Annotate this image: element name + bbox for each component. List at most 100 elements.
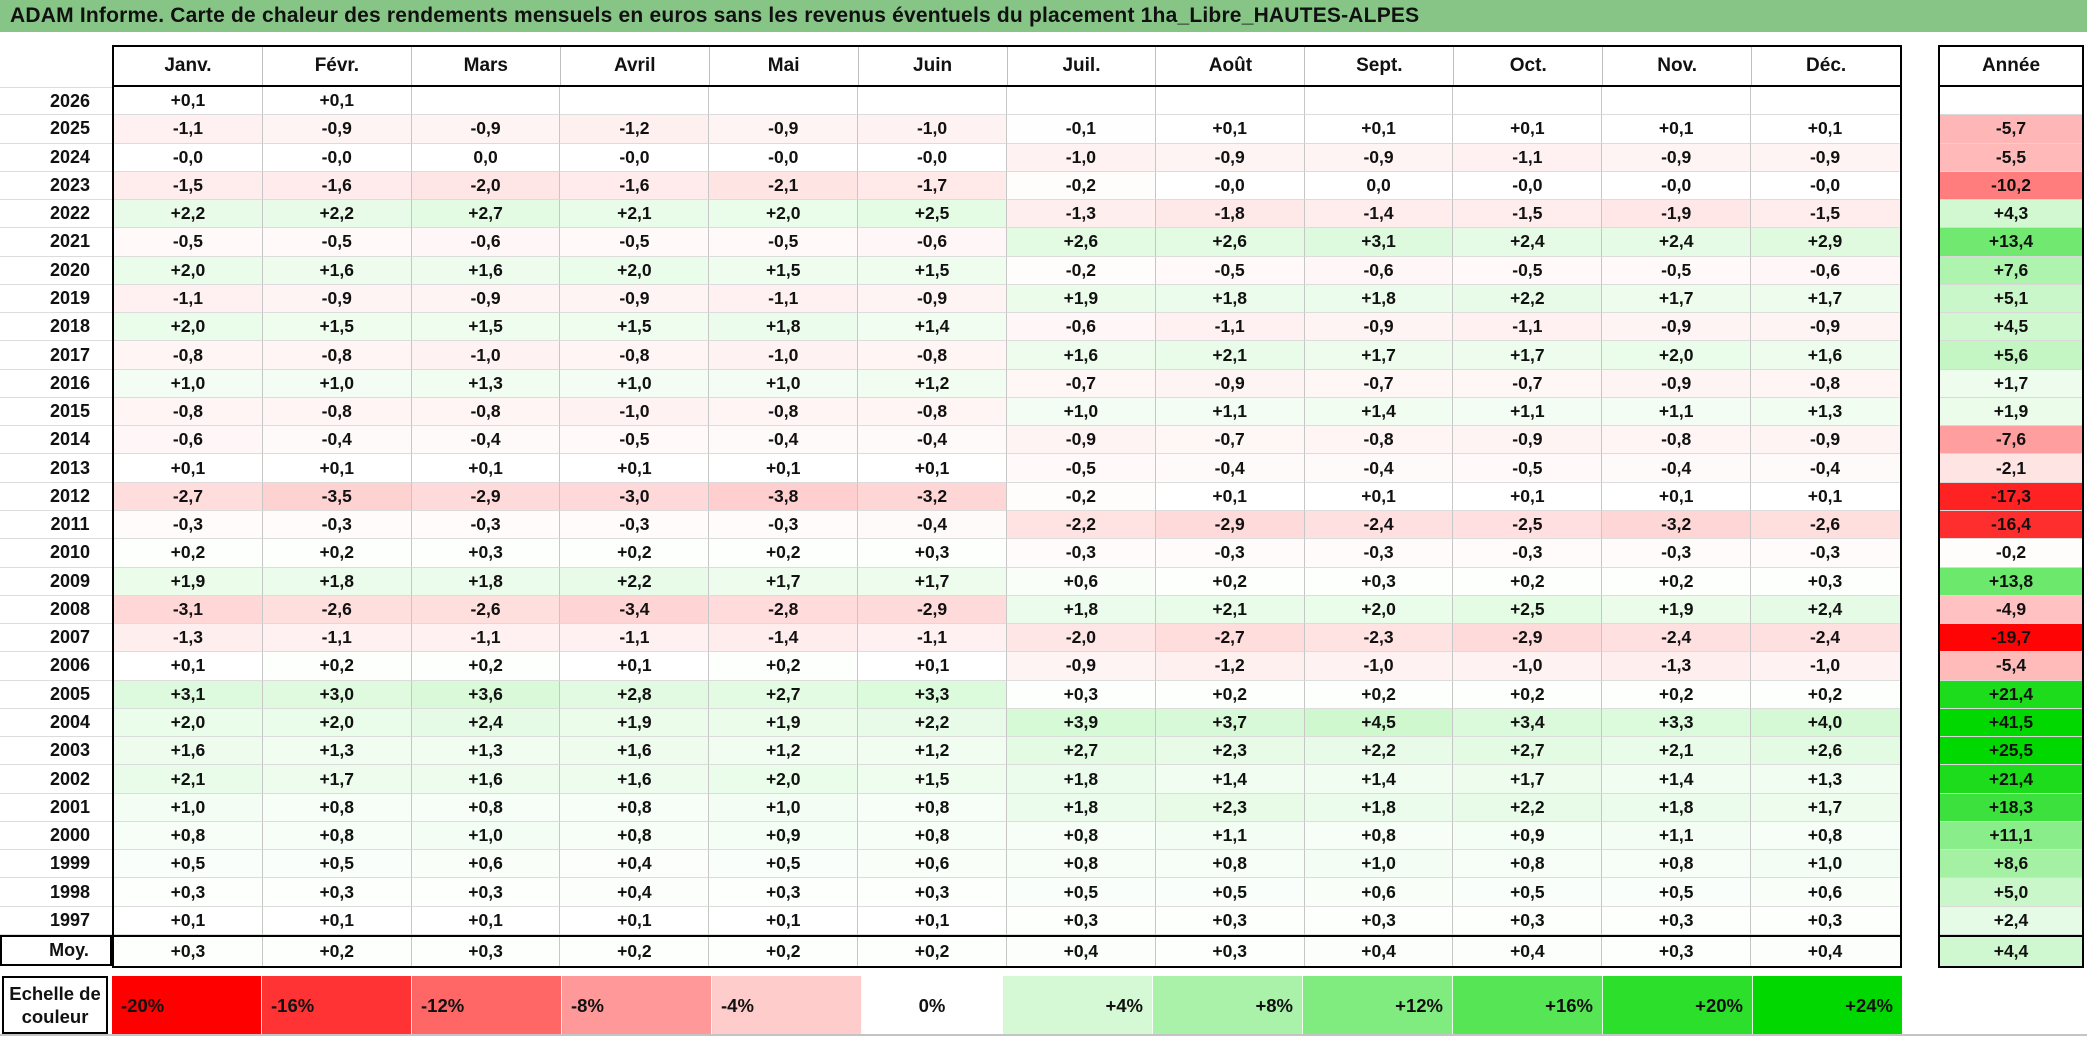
color-scale-stop: +24% <box>1753 976 1902 1036</box>
month-cell: -0,3 <box>114 510 263 540</box>
year-label: 2020 <box>0 257 112 285</box>
year-label: 2015 <box>0 398 112 427</box>
month-cell: +1,5 <box>709 256 859 285</box>
month-cell: -0,3 <box>709 510 859 540</box>
month-cell: +1,6 <box>411 765 561 794</box>
month-cell: +0,2 <box>1304 680 1454 709</box>
month-cell: +1,0 <box>1751 850 1900 879</box>
month-cell: +0,3 <box>858 878 1007 907</box>
color-scale-stop: -16% <box>262 976 412 1036</box>
year-label: 2014 <box>0 426 112 455</box>
annual-column: Année -5,7 -5,5 -10,2 +4,3 +13,4 +7,6 +5,1 +4,5… <box>1938 45 2084 968</box>
table-row: +3,1 +3,0 +3,6 +2,8 +2,7 +3,3 +0,3 +0,2 +0,2 +0,2… <box>114 680 1900 709</box>
month-cell: +0,8 <box>1006 821 1156 851</box>
month-cell: +2,2 <box>1453 793 1603 822</box>
month-cell <box>1602 87 1752 116</box>
month-cell: +0,2 <box>1453 680 1603 709</box>
month-cell: +1,6 <box>411 256 561 285</box>
year-label: 2011 <box>0 511 112 540</box>
month-cell: +0,1 <box>1453 482 1603 511</box>
table-row: +1,6 +1,3 +1,3 +1,6 +1,2 +1,2 +2,7 +2,3 +2,2 +2,7… <box>114 737 1900 766</box>
month-cell: +0,1 <box>560 454 710 483</box>
month-cell: +1,6 <box>560 737 710 766</box>
month-cell: +4,0 <box>1751 708 1900 738</box>
average-month-cell: +0,2 <box>709 936 859 966</box>
month-cell: -0,3 <box>1304 539 1454 568</box>
year-label: 2025 <box>0 115 112 144</box>
month-header: Févr. <box>263 47 412 85</box>
color-scale-stop: 0% <box>862 976 1003 1036</box>
color-scale: -20% -16% -12% -8% -4% 0% +4% +8% +12% +16% +20% +2… <box>112 976 1902 1036</box>
month-cell: -0,0 <box>1602 171 1752 201</box>
month-cell: +1,5 <box>858 765 1007 794</box>
table-row: -0,8 -0,8 -1,0 -0,8 -1,0 -0,8 +1,6 +2,1 +1,7 +1,7… <box>114 341 1900 370</box>
month-cell: +0,1 <box>709 454 859 483</box>
year-label: 2005 <box>0 681 112 709</box>
month-cell: -0,0 <box>1453 171 1603 201</box>
month-cell: -2,9 <box>1155 510 1305 540</box>
month-cell: -0,6 <box>858 228 1007 257</box>
month-cell: -0,9 <box>411 115 561 144</box>
month-cell: +1,6 <box>560 765 710 794</box>
year-label: 2019 <box>0 285 112 314</box>
annual-header: Année <box>1940 47 2082 87</box>
month-cell: +1,0 <box>114 793 263 822</box>
month-cell: +1,1 <box>1602 397 1752 427</box>
month-cell: -1,0 <box>1453 652 1603 681</box>
month-cell: +0,1 <box>1304 482 1454 511</box>
month-cell: +1,7 <box>1751 793 1900 822</box>
month-cell: -1,1 <box>858 624 1007 653</box>
month-cell: +0,1 <box>1602 482 1752 511</box>
average-month-cell: +0,4 <box>1006 936 1156 966</box>
month-cell: +1,3 <box>1751 397 1900 427</box>
month-cell: +0,3 <box>1155 906 1305 935</box>
month-cell: +1,5 <box>411 313 561 342</box>
month-cell: +2,1 <box>560 200 710 229</box>
month-cell: +0,1 <box>1453 115 1603 144</box>
month-cell: +2,4 <box>1453 228 1603 257</box>
month-cell: +0,1 <box>560 652 710 681</box>
month-cell: +1,8 <box>1304 793 1454 822</box>
month-cell: +2,0 <box>114 256 263 285</box>
month-cell: +2,0 <box>114 313 263 342</box>
month-cell: -1,5 <box>114 171 263 201</box>
month-cell: -0,8 <box>114 397 263 427</box>
annual-cell: +25,5 <box>1940 737 2082 766</box>
annual-cell: +21,4 <box>1940 680 2082 709</box>
month-cell: +3,0 <box>262 680 412 709</box>
month-cell: +3,6 <box>411 680 561 709</box>
month-cell: -1,9 <box>1602 200 1752 229</box>
month-rows: +0,1 +0,1 -1,1 -0,9 -0,9 -1,2 -0,9 -1,0 -0,1 +0,1… <box>114 87 1900 935</box>
title-bar: ADAM Informe. Carte de chaleur des rende… <box>0 0 2087 32</box>
month-cell: +0,1 <box>262 87 412 116</box>
month-cell: -0,8 <box>709 397 859 427</box>
table-row: +1,9 +1,8 +1,8 +2,2 +1,7 +1,7 +0,6 +0,2 +0,3 +0,2… <box>114 567 1900 596</box>
month-cell: +0,8 <box>411 793 561 822</box>
month-cell: +1,7 <box>1751 284 1900 314</box>
month-cell: -0,0 <box>262 143 412 172</box>
month-header: Juil. <box>1008 47 1157 85</box>
month-cell: +1,0 <box>709 369 859 398</box>
month-cell: -2,9 <box>411 482 561 511</box>
month-cell <box>560 87 710 116</box>
month-cell: -0,4 <box>262 426 412 455</box>
year-label: 1997 <box>0 907 112 935</box>
table-row: +2,0 +1,5 +1,5 +1,5 +1,8 +1,4 -0,6 -1,1 -0,9 -1,1… <box>114 313 1900 342</box>
month-cell: -1,1 <box>1453 143 1603 172</box>
month-cell: -0,4 <box>411 426 561 455</box>
month-cell: -1,3 <box>114 624 263 653</box>
annual-cell: -19,7 <box>1940 624 2082 653</box>
month-cell: +1,4 <box>1304 765 1454 794</box>
color-scale-stop: +12% <box>1303 976 1453 1036</box>
month-cell: -0,9 <box>1006 426 1156 455</box>
month-cell: +0,6 <box>858 850 1007 879</box>
month-cell: +2,4 <box>411 708 561 738</box>
month-cell: +0,8 <box>1602 850 1752 879</box>
month-cell: -1,3 <box>1006 200 1156 229</box>
month-cell: +0,6 <box>1006 567 1156 596</box>
table-row: +2,1 +1,7 +1,6 +1,6 +2,0 +1,5 +1,8 +1,4 +1,4 +1,7… <box>114 765 1900 794</box>
year-label: 2017 <box>0 341 112 370</box>
month-cell: -0,9 <box>560 284 710 314</box>
month-cell: +2,2 <box>262 200 412 229</box>
month-cell: +0,9 <box>709 821 859 851</box>
